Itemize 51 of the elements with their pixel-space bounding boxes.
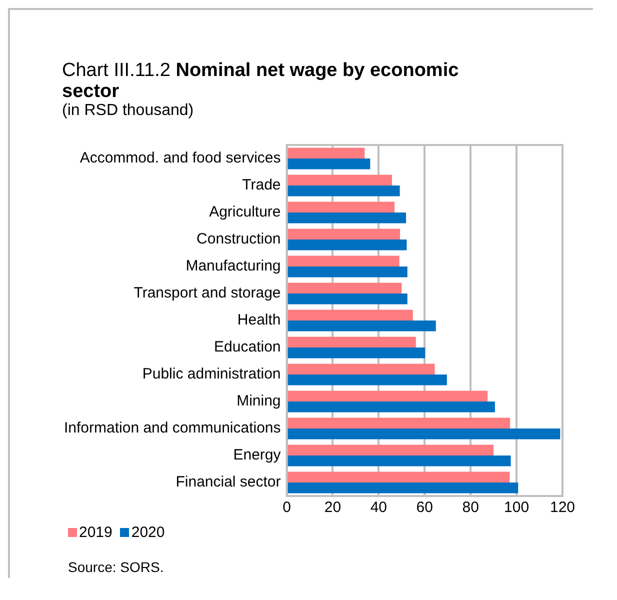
x-tick-label: 0: [282, 499, 291, 516]
bar: [288, 444, 494, 456]
y-tick-label: Manufacturing: [186, 258, 281, 275]
bar: [288, 418, 510, 428]
y-tick-label: Energy: [233, 446, 282, 464]
y-tick-label: Public administration: [142, 366, 281, 383]
x-tick-label: 120: [550, 499, 575, 516]
bar: [288, 266, 408, 278]
bar: [288, 186, 400, 196]
bar: [288, 158, 370, 170]
bar: [288, 256, 400, 266]
y-tick-label: Trade: [242, 176, 281, 194]
y-tick-label: Accommod. and food services: [80, 150, 281, 167]
bar: [288, 228, 400, 240]
bar: [288, 482, 518, 494]
source-note: Source: SORS.: [68, 559, 165, 575]
y-tick-label: Transport and storage: [134, 284, 281, 302]
bar: [288, 402, 495, 412]
x-tick-label: 60: [416, 499, 433, 516]
legend-label: 2019: [79, 524, 112, 541]
y-tick-label: Education: [214, 338, 281, 356]
bar: [288, 390, 488, 402]
bar: [288, 472, 510, 482]
bar: [288, 212, 406, 224]
x-tick-label: 20: [324, 499, 342, 516]
legend-label: 2020: [131, 524, 165, 541]
bar: [288, 148, 365, 158]
bar: [288, 282, 402, 294]
x-tick-label: 80: [462, 499, 479, 516]
bar: [288, 310, 413, 320]
bar: [288, 428, 560, 440]
y-tick-label: Construction: [196, 230, 281, 248]
y-tick-label: Agriculture: [209, 204, 281, 221]
bar: [288, 364, 435, 374]
bar: [288, 320, 436, 332]
y-tick-label: Health: [237, 312, 281, 329]
bar: [288, 202, 395, 212]
bar: [288, 294, 408, 304]
text: (in RSD thousand): [62, 102, 195, 120]
x-tick-label: 40: [370, 499, 388, 516]
bar: [288, 174, 392, 186]
bar: [288, 240, 407, 250]
bar: [288, 374, 447, 386]
chart-title: Chart III.11.2 Nominal net wage by economic sector: [62, 60, 459, 102]
y-tick-label: Information and communications: [64, 420, 281, 437]
y-tick-label: Mining: [236, 392, 281, 410]
y-tick-label: Financial sector: [176, 474, 281, 491]
bar: [288, 456, 511, 466]
x-tick-label: 100: [504, 499, 530, 516]
bar: [288, 336, 416, 348]
bar: [288, 348, 426, 358]
